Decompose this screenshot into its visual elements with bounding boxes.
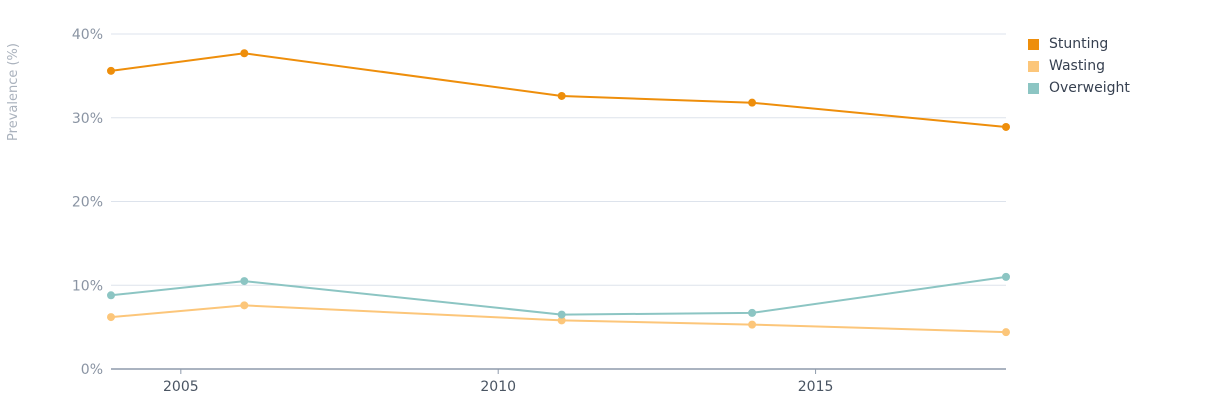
data-point-wasting-4 (1002, 328, 1010, 337)
legend-item-wasting[interactable]: Wasting (1028, 55, 1130, 77)
data-point-stunting-1 (240, 49, 249, 58)
y-tick-label-40pct: 40% (72, 27, 103, 43)
axes: 0% 10% 20% 30% 40% 2005 2010 2015 (72, 27, 1006, 395)
x-tick-label-2015: 2015 (798, 379, 834, 395)
y-axis-label: Prevalence (%) (6, 43, 21, 141)
data-point-wasting-3 (748, 320, 757, 329)
legend-swatch-overweight (1028, 82, 1039, 94)
data-point-stunting-0 (107, 66, 115, 75)
data-point-overweight-4 (1002, 272, 1010, 281)
data-point-stunting-2 (557, 91, 566, 100)
legend-item-overweight[interactable]: Overweight (1028, 77, 1130, 99)
data-point-overweight-2 (557, 310, 566, 319)
gridlines (111, 33, 1006, 286)
legend: Stunting Wasting Overweight (1028, 33, 1130, 99)
x-tick-label-2005: 2005 (163, 379, 199, 395)
legend-item-stunting[interactable]: Stunting (1028, 33, 1130, 55)
data-point-wasting-0 (107, 313, 115, 322)
y-tick-label-30pct: 30% (72, 111, 103, 127)
legend-swatch-wasting (1028, 60, 1039, 72)
y-tick-label-20pct: 20% (72, 195, 103, 211)
legend-label-overweight: Overweight (1049, 80, 1130, 96)
data-point-wasting-2 (557, 316, 566, 325)
x-tick-label-2010: 2010 (480, 379, 516, 395)
legend-label-stunting: Stunting (1049, 36, 1109, 52)
series-stunting (107, 49, 1010, 131)
series-wasting (107, 301, 1010, 337)
data-point-overweight-0 (107, 291, 115, 300)
data-point-wasting-1 (240, 301, 249, 310)
data-point-stunting-3 (748, 98, 757, 107)
series-overweight (107, 272, 1010, 319)
legend-label-wasting: Wasting (1049, 58, 1105, 74)
series-line-stunting (110, 52, 1007, 128)
y-tick-label-0pct: 0% (81, 362, 103, 378)
y-tick-label-10pct: 10% (72, 278, 103, 294)
legend-swatch-stunting (1028, 38, 1039, 50)
series (107, 49, 1010, 337)
data-point-overweight-1 (240, 277, 249, 286)
data-point-stunting-4 (1002, 122, 1010, 131)
data-point-overweight-3 (748, 308, 757, 317)
